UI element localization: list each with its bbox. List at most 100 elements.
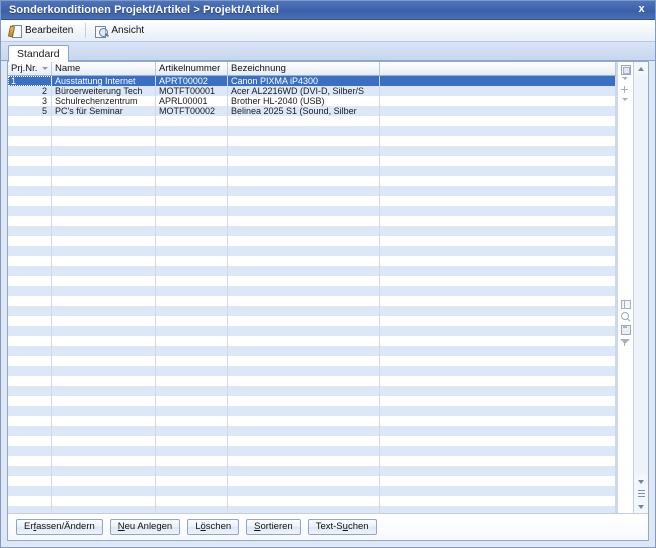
table-cell-bezeichnung [228,196,380,206]
table-row-empty[interactable] [8,276,616,286]
table-row-empty[interactable] [8,486,616,496]
table-row-empty[interactable] [8,466,616,476]
table-row-empty[interactable] [8,476,616,486]
table-row-empty[interactable] [8,176,616,186]
table-cell-artikelnummer [156,366,228,376]
toolbar-item-ansicht[interactable]: Ansicht [91,22,151,39]
table-row-empty[interactable] [8,496,616,506]
vertical-scrollbar[interactable] [633,62,648,513]
table-row-empty[interactable] [8,216,616,226]
table-row-empty[interactable] [8,296,616,306]
table-row[interactable]: 2 Büroerweiterung Tech MOTFT00001 Acer AL22… [8,86,616,96]
table-row-empty[interactable] [8,226,616,236]
table-cell-artikelnummer [156,446,228,456]
table-row-empty[interactable] [8,146,616,156]
table-cell-prj_nr [8,366,52,376]
scrollbar-up-arrow[interactable] [635,62,648,75]
table-row-empty[interactable] [8,266,616,276]
table-cell-name [52,126,156,136]
table-row-empty[interactable] [8,316,616,326]
table-cell-bezeichnung [228,256,380,266]
table-cell-artikelnummer [156,426,228,436]
table-cell-blank [380,436,616,446]
save-icon[interactable] [620,324,631,335]
scrollbar-thumb[interactable] [635,488,648,500]
table-row-empty[interactable] [8,426,616,436]
table-row-empty[interactable] [8,396,616,406]
chevron-up-icon[interactable] [621,97,630,104]
table-row-empty[interactable] [8,116,616,126]
scrollbar-track[interactable] [634,75,648,475]
chevron-down-icon[interactable] [621,76,630,83]
table-cell-bezeichnung [228,176,380,186]
table-row-empty[interactable] [8,326,616,336]
table-row[interactable]: 5 PC's für Seminar MOTFT00002 Belinea 2025 … [8,106,616,116]
toolbar-item-bearbeiten[interactable]: Bearbeiten [6,22,80,39]
table-cell-blank [380,166,616,176]
table-row-empty[interactable] [8,186,616,196]
table-row-empty[interactable] [8,286,616,296]
table-row-empty[interactable] [8,406,616,416]
table-row-empty[interactable] [8,246,616,256]
table-row-empty[interactable] [8,366,616,376]
table-cell-bezeichnung [228,266,380,276]
grid-column-header-blank[interactable] [380,62,616,75]
table-row-empty[interactable] [8,376,616,386]
table-row-empty[interactable] [8,446,616,456]
filter-icon[interactable] [620,337,631,348]
table-cell-prj_nr [8,176,52,186]
table-row-empty[interactable] [8,386,616,396]
table-row-empty[interactable] [8,346,616,356]
table-cell-artikelnummer [156,116,228,126]
grid-column-header-prj-nr[interactable]: Prj.Nr. [8,62,52,75]
menu-toolbar: Bearbeiten Ansicht [1,20,655,42]
columns-icon[interactable] [620,298,631,309]
table-row-empty[interactable] [8,416,616,426]
table-cell-artikelnummer [156,196,228,206]
table-row[interactable]: 1 Ausstattung Internet APRT00002 Canon PIXM… [8,76,616,86]
table-cell-artikelnummer [156,256,228,266]
toolbar-separator [85,23,87,38]
table-cell-prj_nr [8,446,52,456]
table-row[interactable]: 3 Schulrechenzentrum APRL00001 Brother HL-2… [8,96,616,106]
table-row-empty[interactable] [8,356,616,366]
table-row-empty[interactable] [8,136,616,146]
table-cell-name: Büroerweiterung Tech [52,86,156,96]
table-cell-name [52,406,156,416]
table-row-empty[interactable] [8,156,616,166]
table-row-empty[interactable] [8,256,616,266]
table-cell-name [52,246,156,256]
grid-column-header-name[interactable]: Name [52,62,156,75]
table-cell-bezeichnung [228,186,380,196]
table-row-empty[interactable] [8,196,616,206]
table-row-empty[interactable] [8,306,616,316]
sort-indicator-icon [42,67,48,70]
scrollbar-down-arrow[interactable] [635,475,648,488]
search-icon[interactable] [620,311,631,322]
table-row-empty[interactable] [8,206,616,216]
tab-standard[interactable]: Standard [8,45,69,62]
table-row-empty[interactable] [8,456,616,466]
table-row-empty[interactable] [8,506,616,513]
table-row-empty[interactable] [8,166,616,176]
toolbar-item-bearbeiten-label: Bearbeiten [25,25,74,36]
scrollbar-page-down[interactable] [635,500,648,513]
table-row-empty[interactable] [8,336,616,346]
grid-column-header-bezeichnung[interactable]: Bezeichnung [228,62,380,75]
button-erfassen-ndern[interactable]: Er f assen/Ändern [16,519,103,535]
close-icon[interactable]: x [638,3,645,15]
table-row-empty[interactable] [8,236,616,246]
grid-column-header-artikelnummer[interactable]: Artikelnummer [156,62,228,75]
plus-icon[interactable] [620,85,631,96]
button-text-suchen[interactable]: Text-S u chen [307,519,377,535]
table-row-empty[interactable] [8,436,616,446]
table-cell-bezeichnung [228,486,380,496]
table-cell-bezeichnung [228,436,380,446]
grid-icon[interactable] [620,64,631,75]
table-cell-name: Ausstattung Internet [52,76,156,86]
table-row-empty[interactable] [8,126,616,136]
table-cell-name [52,456,156,466]
